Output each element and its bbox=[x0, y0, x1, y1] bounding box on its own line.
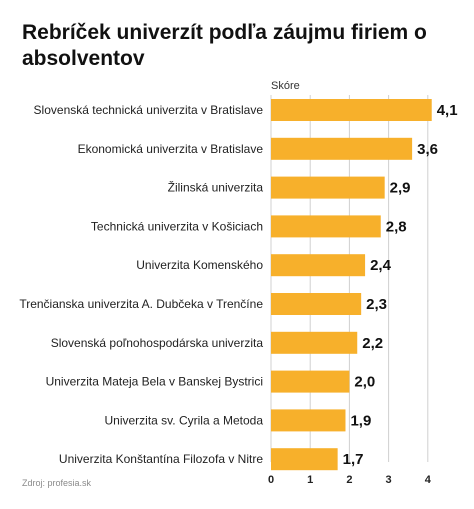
value-label: 2,0 bbox=[354, 374, 375, 391]
source-note: Zdroj: profesia.sk bbox=[22, 478, 92, 488]
x-tick-label: 1 bbox=[307, 474, 313, 486]
value-label: 2,4 bbox=[370, 257, 392, 274]
bars bbox=[271, 99, 432, 471]
value-label: 2,8 bbox=[386, 218, 407, 235]
bar bbox=[271, 370, 350, 393]
x-tick-label: 4 bbox=[425, 474, 432, 486]
value-label: 2,9 bbox=[390, 180, 411, 197]
category-label: Žilinská univerzita bbox=[168, 180, 264, 195]
labels: Slovenská technická univerzita v Bratisl… bbox=[19, 102, 457, 468]
category-label: Ekonomická univerzita v Bratislave bbox=[78, 142, 264, 156]
category-label: Slovenská technická univerzita v Bratisl… bbox=[34, 103, 264, 117]
value-label: 4,1 bbox=[437, 102, 458, 119]
bar bbox=[271, 215, 381, 238]
value-label: 1,9 bbox=[350, 412, 371, 429]
bar bbox=[271, 137, 413, 160]
x-tick-label: 0 bbox=[268, 474, 274, 486]
x-axis-title: Skóre bbox=[271, 80, 300, 92]
x-axis-ticks: 0 1 2 3 4 bbox=[268, 474, 432, 486]
bar bbox=[271, 331, 358, 354]
bar bbox=[271, 293, 362, 315]
bar bbox=[271, 254, 366, 277]
category-label: Univerzita Komenského bbox=[136, 258, 263, 272]
value-label: 1,7 bbox=[343, 451, 364, 468]
bar bbox=[271, 448, 338, 471]
bar bbox=[271, 99, 432, 121]
x-tick-label: 2 bbox=[346, 474, 352, 486]
x-tick-label: 3 bbox=[386, 474, 392, 486]
bar bbox=[271, 409, 346, 432]
category-label: Univerzita Konštantína Filozofa v Nitre bbox=[59, 452, 263, 466]
category-label: Slovenská poľnohospodárska univerzita bbox=[51, 336, 264, 350]
bar bbox=[271, 176, 385, 199]
value-label: 3,6 bbox=[417, 141, 438, 158]
category-label: Technická univerzita v Košiciach bbox=[91, 219, 263, 233]
value-label: 2,3 bbox=[366, 296, 387, 313]
category-label: Univerzita Mateja Bela v Banskej Bystric… bbox=[46, 375, 263, 389]
value-label: 2,2 bbox=[362, 335, 383, 352]
category-label: Trenčianska univerzita A. Dubčeka v Tren… bbox=[19, 297, 263, 311]
category-label: Univerzita sv. Cyrila a Metoda bbox=[105, 413, 264, 427]
chart-title: Rebríček univerzít podľa záujmu firiem o… bbox=[22, 21, 427, 70]
